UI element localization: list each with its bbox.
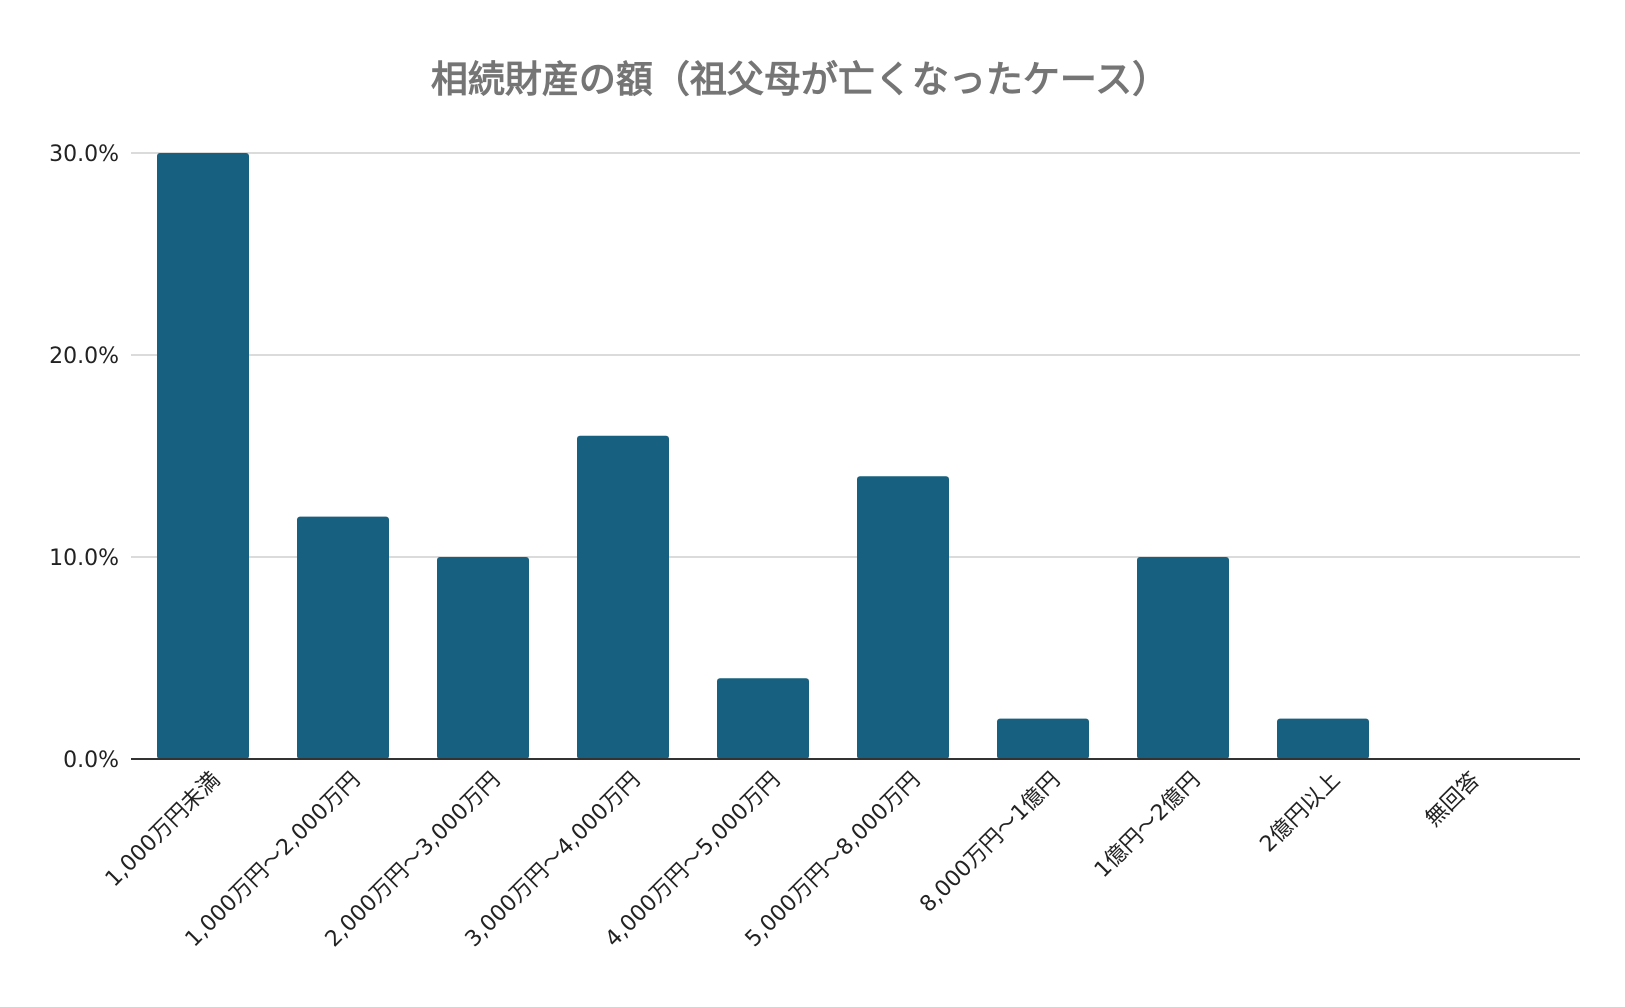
x-axis-category-labels: 1,000万円未満1,000万円～2,000万円2,000万円～3,000万円3…	[101, 768, 1485, 953]
y-axis-tick-labels: 0.0% 10.0% 20.0% 30.0%	[49, 142, 119, 773]
bar	[157, 153, 249, 759]
x-category-label: 1,000万円未満	[101, 768, 225, 892]
bar	[437, 557, 529, 759]
y-tick-label: 0.0%	[63, 748, 119, 773]
y-tick-label: 10.0%	[49, 546, 119, 571]
y-tick-label: 30.0%	[49, 142, 119, 167]
gridlines	[131, 152, 1580, 558]
bar	[1137, 557, 1229, 759]
x-category-label: 8,000万円～1億円	[915, 768, 1065, 918]
x-category-label: 1億円～2億円	[1090, 768, 1205, 883]
y-tick-label: 20.0%	[49, 344, 119, 369]
x-category-label: 2億円以上	[1255, 768, 1345, 858]
bar	[857, 476, 949, 759]
bar	[1277, 718, 1369, 759]
bar	[577, 435, 669, 759]
bar	[297, 516, 389, 759]
chart-title: 相続財産の額（祖父母が亡くなったケース）	[431, 58, 1169, 101]
x-category-label: 無回答	[1421, 768, 1485, 832]
bar	[997, 718, 1089, 759]
bars	[157, 153, 1369, 759]
bar	[717, 678, 809, 759]
